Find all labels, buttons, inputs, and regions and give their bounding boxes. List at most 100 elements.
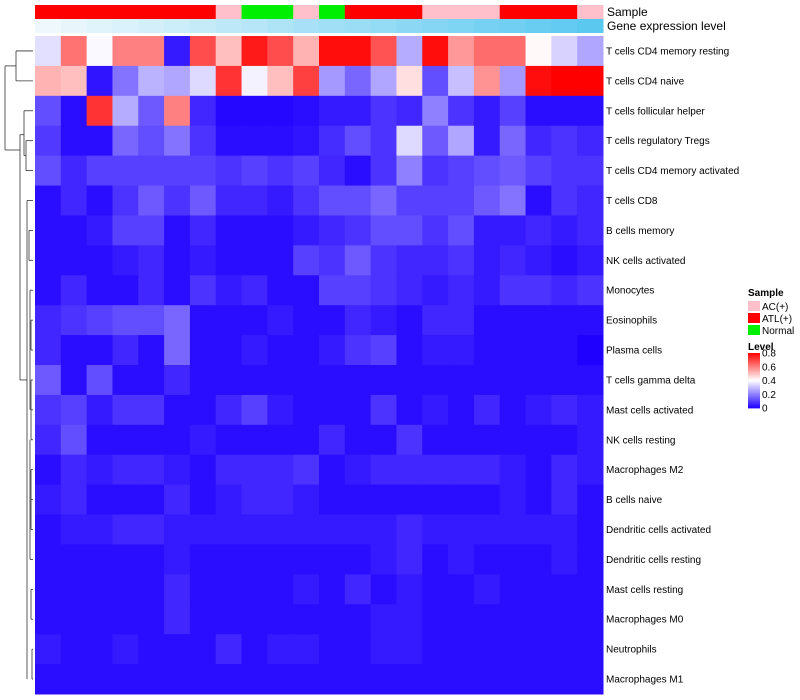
heatmap-cell <box>267 664 294 695</box>
heatmap-cell <box>112 604 139 635</box>
heatmap-cell <box>112 365 139 396</box>
row-label: Mast cells activated <box>606 405 693 416</box>
heatmap-cell <box>35 574 62 605</box>
heatmap-cell <box>473 664 501 695</box>
heatmap-cell <box>293 604 320 635</box>
heatmap-cell <box>241 305 268 336</box>
heatmap-cell <box>60 305 88 336</box>
level-colorbar-segment <box>748 397 760 399</box>
heatmap-cell <box>448 574 475 605</box>
row-label: T cells CD4 naive <box>606 76 685 87</box>
heatmap-cell <box>396 95 423 127</box>
heatmap-cell <box>189 454 217 486</box>
level-colorbar-segment <box>748 384 760 387</box>
heatmap-cell <box>525 185 552 216</box>
heatmap-cell <box>525 484 552 516</box>
heatmap-cell <box>499 484 527 516</box>
heatmap-cell <box>448 65 475 97</box>
heatmap-cell <box>189 245 217 276</box>
heatmap-cell <box>241 544 268 575</box>
heatmap-cell <box>551 36 578 67</box>
expression-anno-cell <box>138 19 165 33</box>
heatmap-cell <box>551 245 578 276</box>
sample-legend: Sample AC(+)ATL(+)Normal <box>748 288 794 337</box>
heatmap-cell <box>370 484 397 516</box>
heatmap-cell <box>164 275 191 306</box>
heatmap-cell <box>35 275 62 306</box>
heatmap-cell <box>448 454 475 486</box>
heatmap-cell <box>422 215 449 246</box>
heatmap-cell <box>422 664 449 695</box>
heatmap-cell <box>577 185 604 216</box>
heatmap-cell <box>267 634 294 665</box>
expression-anno-cell <box>293 19 320 33</box>
sample-anno-cell <box>525 5 552 19</box>
heatmap-cell <box>448 634 475 665</box>
row-label: B cells memory <box>606 226 674 237</box>
heatmap-cell <box>422 125 449 157</box>
row-label: T cells follicular helper <box>606 106 705 117</box>
heatmap-cell <box>551 634 578 665</box>
heatmap-cell <box>473 484 501 516</box>
heatmap-cell <box>499 394 527 426</box>
heatmap-cell <box>189 574 217 605</box>
heatmap-cell <box>473 155 501 187</box>
heatmap-cell <box>35 365 62 396</box>
heatmap-cell <box>241 424 268 456</box>
heatmap-cell <box>112 215 139 246</box>
heatmap-cell <box>448 424 475 456</box>
heatmap-cell <box>370 65 397 97</box>
heatmap-cell <box>241 335 268 366</box>
heatmap-cell <box>396 484 423 516</box>
heatmap-cell <box>35 604 62 635</box>
heatmap-cell <box>370 215 397 246</box>
heatmap-cell <box>35 305 62 336</box>
heatmap-cell <box>422 245 449 276</box>
sample-legend-swatch <box>748 325 760 335</box>
heatmap-cell <box>241 95 268 127</box>
heatmap-cell <box>473 125 501 157</box>
heatmap-cell <box>319 454 346 486</box>
level-colorbar-segment <box>748 406 760 409</box>
heatmap-cell <box>112 275 139 306</box>
level-colorbar-segment <box>748 373 760 376</box>
heatmap-cell <box>370 664 397 695</box>
heatmap-cell <box>35 454 62 486</box>
heatmap-cell <box>164 335 191 366</box>
heatmap-cell <box>525 65 552 97</box>
heatmap-cell <box>525 634 552 665</box>
heatmap-cell <box>241 365 268 396</box>
heatmap-cell <box>86 424 113 456</box>
heatmap-cell <box>396 514 423 545</box>
row-label: Macrophages M0 <box>606 615 684 626</box>
expression-anno-cell <box>422 19 449 33</box>
heatmap-cell <box>164 484 191 516</box>
heatmap-cell <box>344 185 372 216</box>
heatmap-cell <box>215 185 243 216</box>
gene-expression-track-label: Gene expression level <box>607 19 726 33</box>
expression-anno-cell <box>396 19 423 33</box>
level-colorbar-segment <box>748 395 760 398</box>
heatmap-cell <box>525 394 552 426</box>
heatmap-cell <box>267 95 294 127</box>
heatmap-cell <box>60 215 88 246</box>
level-colorbar-segment <box>748 353 760 355</box>
heatmap-cell <box>319 305 346 336</box>
heatmap-cell <box>551 95 578 127</box>
heatmap-cell <box>370 335 397 366</box>
heatmap-cell <box>422 365 449 396</box>
heatmap-cell <box>344 155 372 187</box>
level-colorbar-segment <box>748 377 760 380</box>
heatmap-cell <box>551 394 578 426</box>
level-legend: Level 0.8 0.6 0.4 0.2 0 <box>748 342 776 415</box>
heatmap-cell <box>499 215 527 246</box>
heatmap-cell <box>293 36 320 67</box>
row-label: B cells naive <box>606 495 663 506</box>
level-colorbar-segment <box>748 387 760 390</box>
heatmap-cell <box>241 484 268 516</box>
heatmap-cell <box>215 365 243 396</box>
heatmap-cell <box>215 424 243 456</box>
heatmap-cell <box>319 544 346 575</box>
expression-anno-cell <box>499 19 527 33</box>
heatmap-cell <box>112 634 139 665</box>
